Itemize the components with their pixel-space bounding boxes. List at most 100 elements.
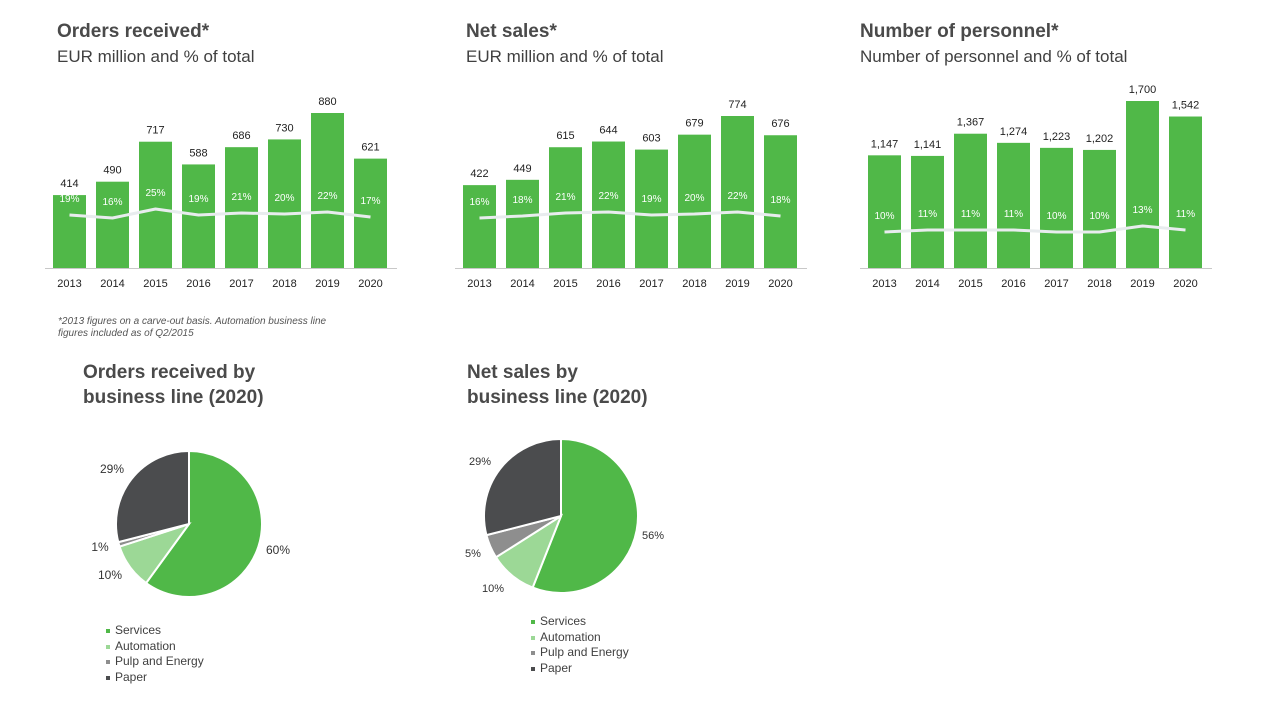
category-tick-label: 2016: [186, 278, 210, 290]
bar-value-label: 1,700: [1129, 84, 1157, 96]
bar: [635, 149, 668, 268]
orders-received-title: Orders received*: [57, 21, 210, 42]
share-label: 19%: [188, 194, 208, 205]
category-tick-label: 2013: [872, 278, 896, 290]
orders-by-business-line-pie: 60% 10% 1% 29%: [91, 449, 290, 598]
legend-entry: Automation: [531, 630, 629, 646]
bar-value-label: 588: [189, 147, 207, 159]
category-tick-label: 2020: [768, 278, 792, 290]
legend-marker: [531, 666, 535, 671]
bar: [549, 147, 582, 268]
share-label: 11%: [918, 209, 937, 220]
share-label: 22%: [317, 191, 337, 202]
category-tick-label: 2016: [1001, 278, 1025, 290]
bar: [1169, 116, 1202, 268]
bar: [311, 113, 344, 268]
category-tick-label: 2015: [958, 278, 982, 290]
category-tick-label: 2020: [1173, 278, 1197, 290]
legend-label: Paper: [540, 661, 573, 676]
bar-value-label: 730: [275, 122, 293, 134]
bar-value-label: 1,202: [1086, 133, 1114, 145]
share-label: 19%: [59, 194, 79, 205]
bar: [463, 185, 496, 268]
share-label: 13%: [1132, 205, 1152, 216]
legend-label: Pulp and Energy: [540, 645, 629, 660]
share-label: 10%: [1046, 211, 1066, 222]
bar: [139, 141, 172, 268]
legend-marker: [531, 619, 535, 624]
share-label: 22%: [598, 191, 618, 202]
bar-value-label: 679: [685, 118, 703, 130]
net-sales-pie-legend: Services Automation Pulp and Energy Paper: [531, 614, 629, 677]
legend-entry: Pulp and Energy: [531, 645, 629, 661]
bar-value-label: 1,367: [957, 117, 985, 129]
bar-value-label: 422: [470, 168, 488, 180]
bar: [678, 134, 711, 268]
bar: [868, 155, 901, 268]
legend-label: Pulp and Energy: [115, 654, 204, 669]
category-tick-label: 2014: [100, 278, 124, 290]
legend-marker: [106, 644, 110, 649]
legend-entry: Automation: [106, 639, 204, 655]
share-label: 11%: [1004, 209, 1023, 220]
bar-value-label: 449: [513, 163, 531, 175]
bar: [1040, 147, 1073, 268]
share-line: [479, 210, 781, 220]
personnel-title: Number of personnel*: [860, 21, 1059, 42]
bar-value-label: 1,141: [914, 139, 942, 151]
share-label: 18%: [770, 195, 790, 206]
share-label: 22%: [727, 191, 747, 202]
bar: [997, 142, 1030, 268]
bar-value-label: 621: [361, 142, 379, 154]
net-sales-by-business-line-title: Net sales by business line (2020): [467, 362, 648, 408]
share-label: 10%: [1089, 211, 1109, 222]
net-sales-subtitle: EUR million and % of total: [466, 47, 664, 66]
pie-slice-label: 1%: [91, 540, 109, 554]
category-tick-label: 2015: [553, 278, 577, 290]
bar: [268, 139, 301, 268]
pie-slice-label: 10%: [482, 583, 504, 595]
category-tick-label: 2015: [143, 278, 167, 290]
bar-value-label: 1,274: [1000, 126, 1028, 138]
bar: [354, 158, 387, 268]
net-sales-bar-chart: 422 2013 449 2014 615 2015 644 2016 603 2017 679 20…: [455, 99, 807, 290]
share-label: 11%: [961, 209, 980, 220]
bar-value-label: 603: [642, 133, 660, 145]
bar-value-label: 880: [318, 96, 336, 108]
pie-slice: [531, 437, 640, 594]
pie-slice: [483, 437, 562, 537]
bar: [1083, 149, 1116, 268]
footnote: *2013 figures on a carve-out basis. Auto…: [58, 316, 327, 339]
share-label: 17%: [360, 196, 380, 207]
category-tick-label: 2018: [272, 278, 296, 290]
bar: [592, 141, 625, 268]
legend-label: Automation: [115, 638, 176, 653]
bar: [53, 195, 86, 268]
legend-marker: [531, 635, 535, 640]
orders-received-bar-chart: 414 2013 490 2014 717 2015 588 2016 686 2017 730 20…: [45, 96, 397, 290]
share-label: 11%: [1176, 209, 1195, 220]
pie-slice: [115, 449, 190, 544]
legend-label: Services: [540, 614, 587, 628]
legend-label: Paper: [115, 670, 148, 685]
bar: [954, 133, 987, 268]
legend-entry: Paper: [531, 661, 629, 677]
bar: [764, 135, 797, 268]
bar: [1126, 101, 1159, 268]
pie-slice-label: 60%: [266, 543, 290, 557]
legend-entry: Pulp and Energy: [106, 654, 204, 670]
orders-by-business-line-title: Orders received by business line (2020): [83, 362, 264, 408]
share-line: [884, 224, 1186, 234]
bar: [721, 116, 754, 268]
category-tick-label: 2019: [315, 278, 339, 290]
bar: [225, 147, 258, 268]
pie-slice-label: 10%: [98, 568, 122, 582]
legend-marker: [106, 675, 110, 680]
share-label: 16%: [102, 197, 122, 208]
category-tick-label: 2019: [725, 278, 749, 290]
share-label: 10%: [874, 211, 894, 222]
bar-value-label: 644: [599, 125, 617, 137]
bar-value-label: 686: [232, 130, 250, 142]
legend-marker: [106, 628, 110, 633]
share-label: 21%: [231, 192, 251, 203]
